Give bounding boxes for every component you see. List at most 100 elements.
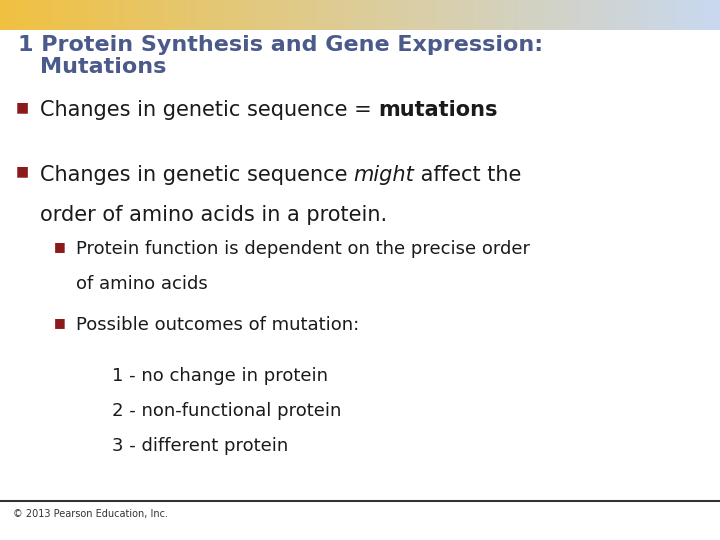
Bar <box>547 0 549 30</box>
Bar <box>96 0 99 30</box>
Bar <box>487 0 490 30</box>
Bar <box>279 0 281 30</box>
Bar <box>12 0 14 30</box>
Bar <box>297 0 300 30</box>
Bar <box>238 0 240 30</box>
Bar <box>679 0 682 30</box>
Bar <box>518 0 521 30</box>
Bar <box>415 0 418 30</box>
Bar <box>288 0 290 30</box>
Bar <box>58 0 60 30</box>
Bar <box>513 0 516 30</box>
Bar <box>261 0 264 30</box>
Bar <box>600 0 603 30</box>
Bar <box>103 0 106 30</box>
Bar <box>228 0 230 30</box>
Bar <box>149 0 151 30</box>
Bar <box>302 0 305 30</box>
Bar <box>173 0 175 30</box>
Bar <box>650 0 653 30</box>
Bar <box>223 0 225 30</box>
Bar <box>209 0 211 30</box>
Bar <box>106 0 108 30</box>
Text: © 2013 Pearson Education, Inc.: © 2013 Pearson Education, Inc. <box>13 509 168 519</box>
Bar <box>439 0 441 30</box>
Bar <box>60 0 63 30</box>
Bar <box>108 0 110 30</box>
Bar <box>626 0 629 30</box>
Bar <box>146 0 149 30</box>
Bar <box>427 0 430 30</box>
Bar <box>382 0 384 30</box>
Bar <box>7 0 9 30</box>
Bar <box>322 0 324 30</box>
Bar <box>0 0 2 30</box>
Bar <box>91 0 94 30</box>
Bar <box>329 0 331 30</box>
Bar <box>646 0 648 30</box>
Bar <box>43 0 45 30</box>
Bar <box>139 0 142 30</box>
Bar <box>230 0 233 30</box>
Bar <box>360 0 362 30</box>
Bar <box>454 0 456 30</box>
Text: ■: ■ <box>54 240 66 253</box>
Bar <box>398 0 401 30</box>
Bar <box>653 0 655 30</box>
Bar <box>595 0 598 30</box>
Bar <box>110 0 113 30</box>
Bar <box>5 0 7 30</box>
Bar <box>684 0 686 30</box>
Bar <box>286 0 288 30</box>
Bar <box>142 0 144 30</box>
Bar <box>99 0 101 30</box>
Bar <box>441 0 444 30</box>
Bar <box>374 0 377 30</box>
Bar <box>127 0 130 30</box>
Bar <box>482 0 485 30</box>
Bar <box>207 0 209 30</box>
Bar <box>567 0 569 30</box>
Bar <box>420 0 423 30</box>
Bar <box>168 0 171 30</box>
Bar <box>187 0 189 30</box>
Bar <box>77 0 79 30</box>
Bar <box>266 0 269 30</box>
Bar <box>698 0 701 30</box>
Text: Mutations: Mutations <box>40 57 166 77</box>
Bar <box>545 0 547 30</box>
Bar <box>542 0 545 30</box>
Bar <box>122 0 125 30</box>
Bar <box>470 0 473 30</box>
Bar <box>387 0 389 30</box>
Bar <box>403 0 405 30</box>
Bar <box>655 0 657 30</box>
Bar <box>240 0 243 30</box>
Bar <box>593 0 595 30</box>
Bar <box>245 0 247 30</box>
Bar <box>715 0 718 30</box>
Bar <box>621 0 624 30</box>
Bar <box>252 0 254 30</box>
Bar <box>153 0 156 30</box>
Bar <box>9 0 12 30</box>
Text: ■: ■ <box>16 165 29 179</box>
Bar <box>225 0 228 30</box>
Bar <box>101 0 103 30</box>
Bar <box>564 0 567 30</box>
Bar <box>691 0 693 30</box>
Bar <box>706 0 708 30</box>
Bar <box>629 0 631 30</box>
Bar <box>264 0 266 30</box>
Bar <box>343 0 346 30</box>
Bar <box>480 0 482 30</box>
Bar <box>677 0 679 30</box>
Bar <box>130 0 132 30</box>
Bar <box>662 0 665 30</box>
Bar <box>257 0 259 30</box>
Bar <box>379 0 382 30</box>
Bar <box>281 0 283 30</box>
Bar <box>171 0 173 30</box>
Text: Protein function is dependent on the precise order: Protein function is dependent on the pre… <box>76 240 530 258</box>
Bar <box>180 0 182 30</box>
